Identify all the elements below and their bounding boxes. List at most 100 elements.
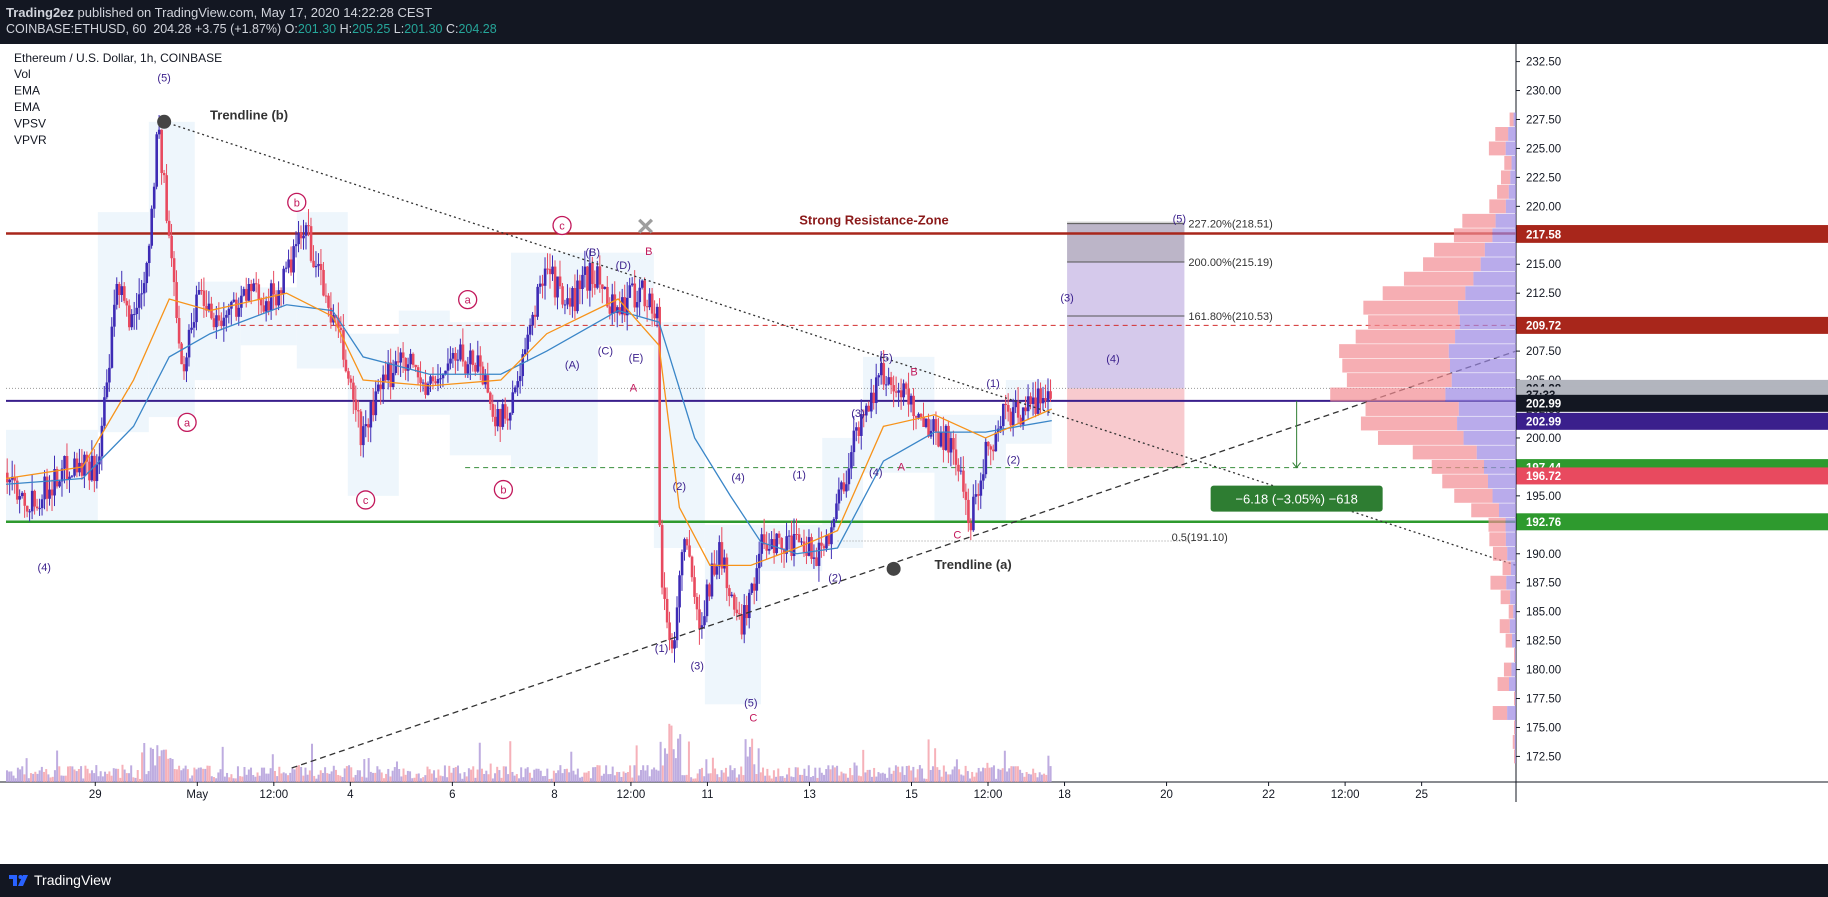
volume-bar	[80, 766, 83, 782]
vpvr-row-sell	[1346, 373, 1452, 387]
candle-body	[757, 553, 761, 569]
vpvr-row-buy	[1484, 242, 1516, 257]
vpvr-row-sell	[1514, 691, 1516, 706]
wave-label-circle	[552, 215, 572, 236]
volume-bar	[441, 776, 444, 782]
volume-bar	[321, 772, 324, 782]
legend-indicator: VPVR	[14, 133, 47, 147]
volume-bar	[607, 774, 610, 782]
volume-bar	[167, 758, 170, 782]
candle-body	[867, 405, 871, 412]
candle-body	[30, 490, 34, 512]
candle-body	[232, 299, 236, 302]
volume-bar	[1047, 755, 1050, 782]
volume-bar	[576, 768, 579, 782]
volume-bar	[354, 774, 357, 782]
volume-bar	[973, 776, 976, 782]
candle-body	[140, 293, 144, 295]
volume-bar	[918, 765, 921, 782]
time-tick-label: May	[186, 789, 208, 801]
volume-bar	[463, 772, 466, 782]
fib-level-label: 161.80%(210.53)	[1188, 311, 1272, 323]
vpvr-row-buy	[1505, 517, 1516, 532]
ema-slow-line	[5, 304, 1052, 555]
volume-bar	[511, 771, 514, 782]
wave-label: (5)	[879, 353, 892, 365]
wave-label-circle	[493, 479, 514, 500]
candle-body	[471, 350, 475, 366]
volume-bar	[95, 765, 98, 782]
wave-label: (3)	[851, 408, 864, 420]
measure-arrow-head	[1292, 462, 1302, 469]
volume-bar	[964, 765, 967, 782]
vpvr-row-buy	[1508, 184, 1516, 199]
candle-body	[75, 458, 79, 473]
price-change: +3.75 (+1.87%)	[195, 22, 282, 36]
author-name[interactable]: Trading2ez	[6, 5, 74, 20]
vpvr-row-buy	[1506, 575, 1516, 590]
volume-bar	[287, 775, 290, 782]
candle-body	[461, 344, 465, 362]
candle-body	[675, 607, 679, 641]
volume-bar	[999, 769, 1002, 782]
candle-body	[934, 419, 938, 433]
candle-body	[1011, 407, 1015, 426]
candle-body	[259, 299, 263, 306]
candle-body	[720, 542, 724, 569]
candle-body	[93, 455, 96, 482]
volume-bar	[245, 774, 248, 782]
volume-bar	[759, 772, 762, 782]
vpvr-row-buy	[1505, 199, 1516, 214]
volume-bar	[975, 772, 978, 782]
footer-brand[interactable]: TradingView	[34, 872, 112, 888]
wave-label: (5)	[744, 698, 757, 710]
volume-bar	[971, 771, 974, 782]
vpvr-row-sell	[1489, 532, 1506, 547]
candle-body	[160, 129, 163, 173]
volume-bar	[467, 768, 470, 782]
candle-body	[172, 258, 176, 283]
volume-bar	[99, 771, 102, 782]
candle-body	[307, 225, 310, 227]
candle-body	[115, 283, 119, 305]
volume-bar	[626, 772, 629, 782]
price-tick-label: 177.50	[1526, 694, 1561, 706]
chart-area[interactable]: 227.20%(218.51) 200.00%(215.19) 161.80%(21…	[0, 44, 1828, 864]
volume-bar	[629, 765, 632, 782]
wave-label: (4)	[869, 467, 882, 479]
price-tick-label: 220.00	[1526, 201, 1561, 213]
volume-bar	[271, 754, 274, 782]
volume-bar	[940, 776, 943, 782]
volume-profile-box	[822, 437, 864, 548]
price-tag-label: 217.58	[1526, 229, 1562, 241]
volume-bar	[814, 767, 817, 782]
volume-bar	[276, 776, 279, 782]
candle-body	[1024, 407, 1027, 412]
price-tick-label: 172.50	[1526, 751, 1561, 763]
volume-bar	[112, 768, 115, 782]
volume-bar	[328, 773, 331, 782]
volume-bar	[679, 734, 682, 782]
volume-bar	[380, 772, 383, 782]
candle-body	[431, 376, 435, 382]
volume-bar	[12, 775, 15, 782]
volume-bar	[958, 769, 961, 782]
tradingview-logo-icon[interactable]	[8, 871, 30, 889]
volume-bar	[502, 766, 505, 782]
candle-body	[484, 375, 487, 385]
volume-profile-box	[398, 310, 450, 415]
volume-bar	[947, 774, 950, 782]
volume-bar	[330, 771, 333, 782]
volume-bar	[631, 777, 634, 782]
price-chart[interactable]: 227.20%(218.51) 200.00%(215.19) 161.80%(21…	[0, 44, 1828, 864]
volume-bar	[250, 767, 253, 782]
volume-bar	[616, 771, 619, 782]
volume-bar	[6, 770, 8, 782]
candle-body	[583, 266, 587, 275]
volume-bar	[208, 765, 211, 782]
candle-body	[240, 295, 243, 308]
time-tick-label: 12:00	[259, 789, 288, 801]
volume-bar	[949, 774, 952, 782]
candle-body	[185, 357, 188, 372]
candle-body	[553, 266, 557, 298]
